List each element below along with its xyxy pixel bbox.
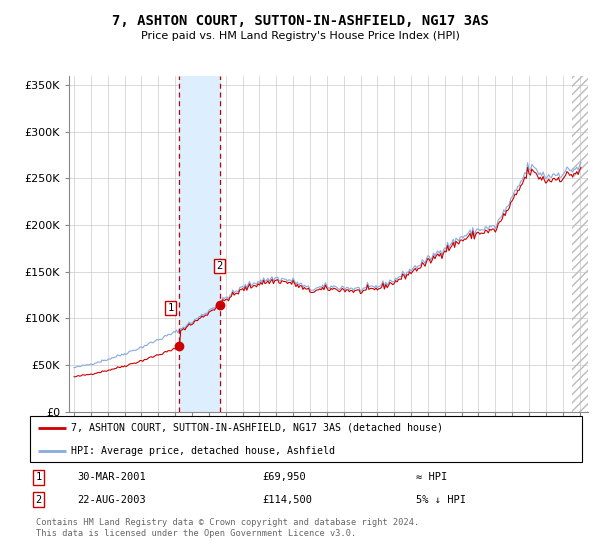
Text: 2: 2 (217, 262, 223, 271)
Text: £114,500: £114,500 (262, 494, 312, 505)
Text: 30-MAR-2001: 30-MAR-2001 (77, 472, 146, 482)
Text: 22-AUG-2003: 22-AUG-2003 (77, 494, 146, 505)
Text: Contains HM Land Registry data © Crown copyright and database right 2024.
This d: Contains HM Land Registry data © Crown c… (35, 519, 419, 538)
Text: 1: 1 (35, 472, 42, 482)
Bar (179, 76, 220, 412)
Text: 1: 1 (167, 303, 174, 313)
Text: Price paid vs. HM Land Registry's House Price Index (HPI): Price paid vs. HM Land Registry's House … (140, 31, 460, 41)
Text: £69,950: £69,950 (262, 472, 305, 482)
Text: 7, ASHTON COURT, SUTTON-IN-ASHFIELD, NG17 3AS (detached house): 7, ASHTON COURT, SUTTON-IN-ASHFIELD, NG1… (71, 423, 443, 432)
Text: 7, ASHTON COURT, SUTTON-IN-ASHFIELD, NG17 3AS: 7, ASHTON COURT, SUTTON-IN-ASHFIELD, NG1… (112, 14, 488, 28)
Text: ≈ HPI: ≈ HPI (416, 472, 448, 482)
FancyBboxPatch shape (30, 416, 582, 462)
Text: 5% ↓ HPI: 5% ↓ HPI (416, 494, 466, 505)
Text: 2: 2 (35, 494, 42, 505)
Text: HPI: Average price, detached house, Ashfield: HPI: Average price, detached house, Ashf… (71, 446, 335, 455)
Bar (572, 76, 589, 412)
